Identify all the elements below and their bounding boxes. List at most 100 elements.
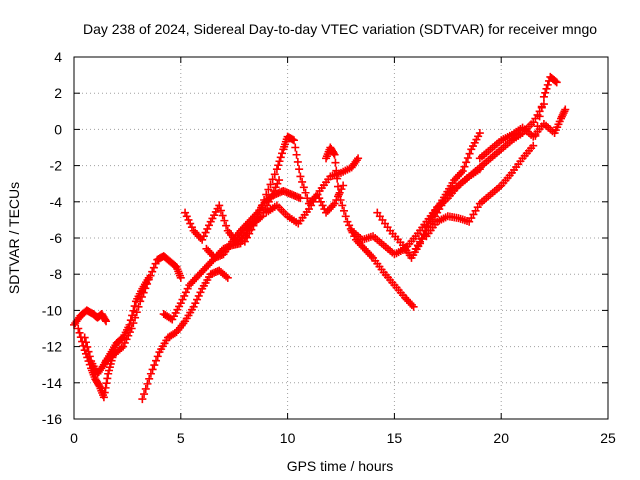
x-tick-label: 25 [600, 430, 616, 446]
data-point [339, 181, 348, 190]
data-point [132, 308, 141, 317]
data-point [101, 315, 110, 324]
series-track-g [181, 176, 284, 246]
data-point [475, 129, 484, 138]
data-point [194, 291, 203, 300]
data-point [83, 342, 92, 351]
series-track-i [240, 132, 348, 246]
data-point [301, 188, 310, 197]
data-point [557, 114, 566, 123]
data-point [330, 150, 339, 159]
x-axis-label: GPS time / hours [287, 458, 394, 474]
data-point [255, 206, 264, 215]
data-point [295, 165, 304, 174]
data-point [345, 221, 354, 230]
data-point [251, 217, 260, 226]
data-point [272, 165, 281, 174]
data-point [275, 157, 284, 166]
data-point [151, 259, 160, 268]
data-point [251, 210, 260, 219]
data-point [343, 217, 352, 226]
data-point [253, 212, 262, 221]
series-track-d [102, 252, 185, 366]
data-point [143, 279, 152, 288]
data-point [296, 172, 305, 181]
data-point [146, 271, 155, 280]
data-point [153, 352, 162, 361]
data-point [220, 216, 229, 225]
data-point [352, 156, 361, 165]
data-point [201, 228, 210, 237]
data-point [143, 379, 152, 388]
data-point [367, 252, 376, 261]
series-track-p [475, 105, 570, 163]
data-point [334, 182, 343, 191]
data-point [140, 390, 149, 399]
series-track-o [422, 72, 561, 241]
data-point [293, 157, 302, 166]
data-point [291, 143, 300, 152]
data-point [290, 136, 299, 145]
data-point [274, 161, 283, 170]
data-point [203, 224, 212, 233]
data-point [103, 374, 112, 383]
data-point [193, 295, 202, 304]
y-axis-label: SDTVAR / TECUs [6, 182, 22, 294]
data-point [80, 333, 89, 342]
data-point [465, 149, 474, 158]
data-point [102, 317, 111, 326]
y-tick-label: -16 [42, 411, 62, 427]
y-tick-label: 2 [54, 85, 62, 101]
data-point [180, 291, 189, 300]
data-point [117, 344, 126, 353]
data-point [144, 275, 153, 284]
data-point [186, 219, 195, 228]
data-point [460, 162, 469, 171]
data-point [276, 153, 285, 162]
data-point [271, 183, 280, 192]
data-point [336, 195, 345, 204]
chart-title: Day 238 of 2024, Sidereal Day-to-day VTE… [83, 21, 597, 37]
data-point [222, 221, 231, 230]
data-point [119, 342, 128, 351]
data-point [543, 80, 552, 89]
data-point [331, 158, 340, 167]
data-point [216, 206, 225, 215]
data-point [341, 212, 350, 221]
series-track-e [138, 266, 232, 404]
data-point [136, 297, 145, 306]
data-point [535, 112, 544, 121]
data-point [273, 179, 282, 188]
data-point [196, 288, 205, 297]
data-point [176, 273, 185, 282]
data-point [458, 167, 467, 176]
x-tick-label: 10 [280, 430, 296, 446]
data-point [99, 393, 108, 402]
y-tick-label: -12 [42, 339, 62, 355]
data-point [222, 272, 231, 281]
data-point [149, 263, 158, 272]
data-point [122, 335, 131, 344]
data-point [199, 232, 208, 241]
data-point [270, 170, 279, 179]
data-point [152, 356, 161, 365]
data-point [552, 78, 561, 87]
data-point [262, 190, 271, 199]
data-point [94, 380, 103, 389]
data-point [257, 201, 266, 210]
data-point [215, 201, 224, 210]
data-point [181, 208, 190, 217]
series-track-k [322, 143, 418, 311]
data-point [354, 154, 363, 163]
data-point [539, 92, 548, 101]
data-point [204, 221, 213, 230]
data-point [335, 188, 344, 197]
data-point [181, 288, 190, 297]
data-point [134, 302, 143, 311]
data-point [139, 288, 148, 297]
data-point [299, 183, 308, 192]
data-point [339, 206, 348, 215]
data-point [141, 284, 150, 293]
x-tick-label: 20 [493, 430, 509, 446]
